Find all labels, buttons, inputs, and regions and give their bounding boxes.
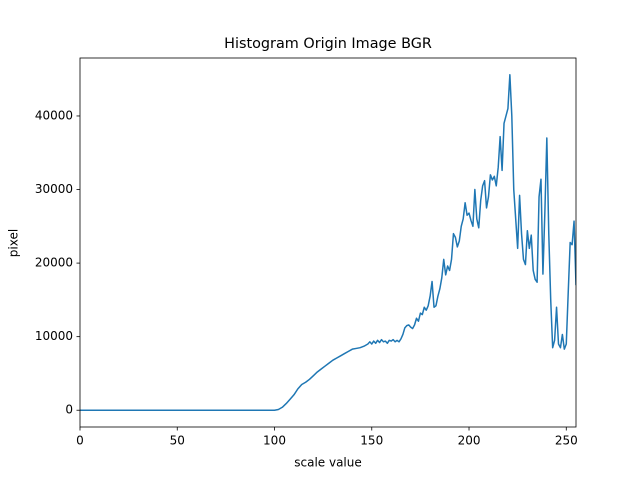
- data-line: [80, 74, 576, 411]
- y-axis-label: pixel: [7, 229, 21, 257]
- x-axis-label: scale value: [294, 456, 362, 470]
- y-tick-label: 40000: [35, 108, 73, 122]
- y-tick-label: 30000: [35, 182, 73, 196]
- chart-title: Histogram Origin Image BGR: [224, 36, 432, 52]
- x-tick-label: 100: [263, 434, 286, 448]
- x-tick-label: 250: [555, 434, 578, 448]
- x-tick-label: 50: [170, 434, 185, 448]
- x-tick-label: 150: [360, 434, 383, 448]
- x-tick-label: 0: [76, 434, 84, 448]
- x-tick-label: 200: [458, 434, 481, 448]
- y-tick-label: 0: [65, 403, 73, 417]
- y-tick-label: 10000: [35, 329, 73, 343]
- plot-frame: [79, 57, 577, 428]
- y-tick-label: 20000: [35, 256, 73, 270]
